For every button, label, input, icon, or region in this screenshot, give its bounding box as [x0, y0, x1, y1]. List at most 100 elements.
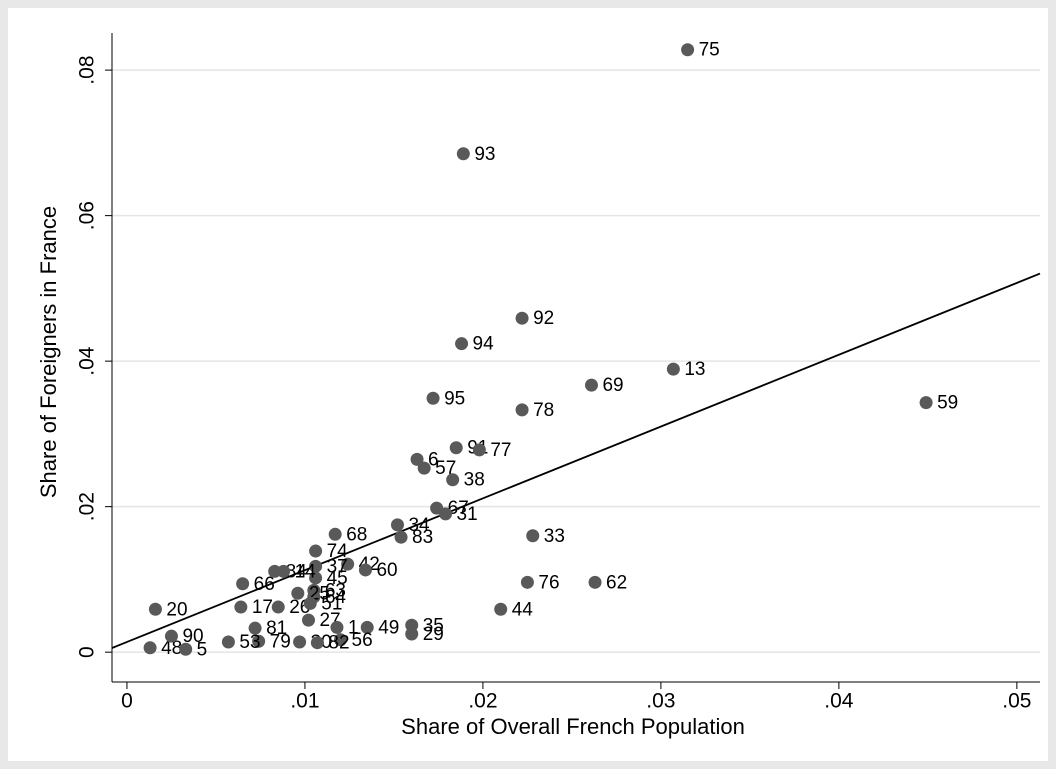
- point: [390, 518, 404, 532]
- point: [341, 557, 355, 571]
- point-label: 20: [166, 599, 187, 620]
- point-label: 38: [464, 470, 485, 491]
- x-tick-label: .03: [646, 690, 675, 713]
- point: [394, 530, 408, 544]
- point: [360, 620, 374, 634]
- point-label: 77: [490, 440, 511, 461]
- point: [309, 571, 323, 585]
- y-tick-label: .04: [76, 346, 99, 376]
- x-axis-label: Share of Overall French Population: [401, 714, 745, 739]
- y-tick-label: .06: [76, 201, 99, 230]
- point-label: 37: [327, 556, 348, 577]
- point-label: 29: [423, 624, 444, 645]
- point: [330, 620, 344, 634]
- point-label: 92: [533, 308, 554, 329]
- y-tick-label: .08: [76, 56, 99, 85]
- point: [277, 564, 291, 578]
- point: [439, 507, 453, 521]
- point-label: 13: [684, 359, 705, 380]
- point-label: 5: [197, 639, 208, 660]
- point-label: 90: [182, 626, 203, 647]
- point-label: 34: [408, 515, 430, 536]
- point-label: 81: [266, 618, 287, 639]
- point-label: 84: [286, 561, 308, 582]
- point-label: 6: [428, 449, 439, 470]
- point-label: 74: [327, 541, 349, 562]
- point-label: 66: [254, 574, 275, 595]
- point: [515, 403, 529, 417]
- point: [164, 629, 178, 643]
- point: [666, 362, 680, 376]
- point-label: 63: [325, 580, 346, 601]
- point-label: 17: [252, 597, 273, 618]
- point: [417, 461, 431, 475]
- point: [584, 378, 598, 392]
- point-label: 14: [295, 561, 317, 582]
- point: [426, 391, 440, 405]
- point-label: 93: [474, 144, 495, 165]
- point: [410, 452, 424, 466]
- point-label: 83: [412, 527, 433, 548]
- point: [268, 564, 282, 578]
- point: [588, 575, 602, 589]
- point: [919, 396, 933, 410]
- point: [303, 596, 317, 610]
- point: [526, 529, 540, 543]
- point: [234, 600, 248, 614]
- point: [446, 473, 460, 487]
- point-label: 51: [321, 593, 342, 614]
- y-tick-label: 0: [76, 646, 99, 658]
- point-label: 95: [444, 388, 465, 409]
- point: [309, 559, 323, 573]
- y-axis-label: Share of Foreigners in France: [36, 206, 61, 498]
- point-label: 75: [699, 40, 720, 61]
- point: [358, 563, 372, 577]
- point-label: 64: [325, 587, 347, 608]
- point-label: 1: [348, 617, 359, 638]
- point-label: 56: [352, 630, 373, 651]
- point-label: 62: [606, 572, 627, 593]
- point: [449, 441, 463, 455]
- point: [405, 627, 419, 641]
- point-label: 48: [161, 638, 182, 659]
- graph-region: [8, 8, 1048, 761]
- point: [301, 613, 315, 627]
- point-label: 78: [533, 400, 554, 421]
- point: [248, 621, 262, 635]
- point: [328, 527, 342, 541]
- point-label: 94: [473, 334, 495, 355]
- point: [271, 600, 285, 614]
- point-label: 33: [544, 526, 565, 547]
- point: [148, 602, 162, 616]
- point: [221, 635, 235, 649]
- point: [520, 575, 534, 589]
- point-label: 67: [448, 498, 469, 519]
- fit-line: [111, 272, 1041, 649]
- point: [310, 636, 324, 650]
- point-label: 31: [457, 504, 478, 525]
- point: [455, 337, 469, 351]
- x-tick-label: .04: [824, 690, 854, 713]
- point: [334, 633, 348, 647]
- point: [179, 642, 193, 656]
- y-tick-label: .02: [76, 492, 99, 521]
- point-label: 59: [937, 393, 958, 414]
- point: [293, 635, 307, 649]
- point-label: 44: [512, 599, 534, 620]
- point: [515, 311, 529, 325]
- point: [309, 544, 323, 558]
- point: [143, 641, 157, 655]
- point: [252, 634, 266, 648]
- point-label: 49: [378, 617, 399, 638]
- point-label: 35: [423, 615, 444, 636]
- point: [236, 577, 250, 591]
- point-label: 45: [327, 568, 348, 589]
- point-label: 53: [239, 632, 260, 653]
- x-tick-label: .05: [1002, 690, 1031, 713]
- point-label: 69: [602, 375, 623, 396]
- point: [291, 586, 305, 600]
- point: [456, 147, 470, 161]
- point-label: 60: [376, 560, 397, 581]
- point-label: 82: [328, 633, 349, 654]
